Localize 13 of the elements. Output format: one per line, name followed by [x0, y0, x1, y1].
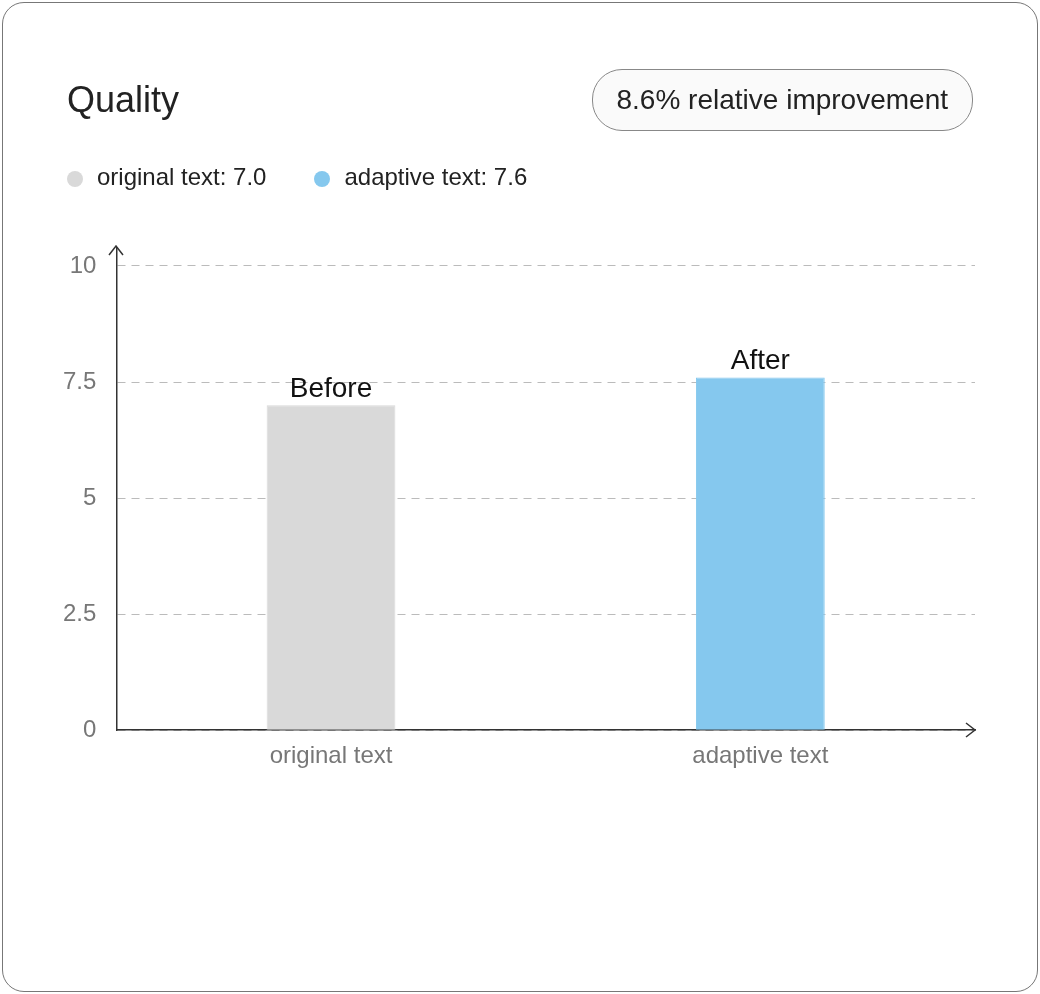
x-tick-label: adaptive text [692, 741, 829, 769]
text: 8.6% relative improvement [591, 69, 973, 131]
y-tick-label: 2.5 [62, 598, 97, 626]
annotation: Before [289, 371, 373, 403]
y-tick-label: 10 [69, 250, 97, 278]
annotation: After [730, 344, 790, 376]
y-tick-label: 0 [83, 714, 97, 742]
legend-label: original text: 7.0 [96, 163, 267, 191]
chart-title: Quality [67, 79, 180, 121]
x-tick-label: original text [269, 741, 393, 769]
legend-label: adaptive text: 7.6 [343, 163, 528, 191]
y-tick-label: 5 [83, 482, 97, 510]
y-tick-label: 7.5 [62, 366, 97, 394]
